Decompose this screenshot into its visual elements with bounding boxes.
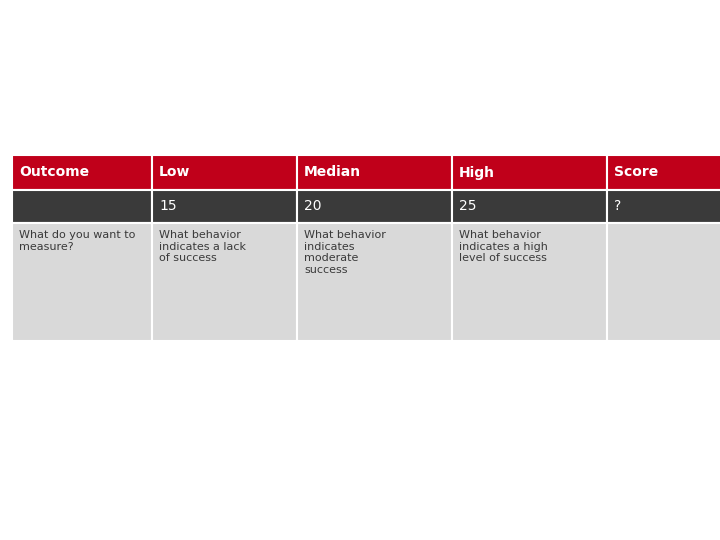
Text: Score: Score bbox=[614, 165, 658, 179]
Bar bbox=[607, 223, 720, 341]
Text: What behavior
indicates
moderate
success: What behavior indicates moderate success bbox=[304, 230, 386, 275]
Bar bbox=[12, 223, 152, 341]
Text: Low: Low bbox=[159, 165, 190, 179]
Bar bbox=[297, 155, 452, 190]
Bar bbox=[297, 223, 452, 341]
Text: What do you want to
measure?: What do you want to measure? bbox=[19, 230, 135, 252]
Bar bbox=[607, 190, 720, 223]
Bar bbox=[297, 190, 452, 223]
Text: High: High bbox=[459, 165, 495, 179]
Text: Median: Median bbox=[304, 165, 361, 179]
Text: 15: 15 bbox=[159, 199, 176, 213]
Bar bbox=[152, 155, 297, 190]
Bar bbox=[452, 223, 607, 341]
Text: 20: 20 bbox=[304, 199, 322, 213]
Bar bbox=[12, 155, 152, 190]
Bar bbox=[452, 155, 607, 190]
Text: What behavior
indicates a lack
of success: What behavior indicates a lack of succes… bbox=[159, 230, 246, 263]
Text: ?: ? bbox=[614, 199, 621, 213]
Bar bbox=[152, 190, 297, 223]
Bar bbox=[452, 190, 607, 223]
Bar bbox=[607, 155, 720, 190]
Text: Outcome: Outcome bbox=[19, 165, 89, 179]
Bar bbox=[152, 223, 297, 341]
Text: What behavior
indicates a high
level of success: What behavior indicates a high level of … bbox=[459, 230, 548, 263]
Bar bbox=[12, 190, 152, 223]
Text: 25: 25 bbox=[459, 199, 477, 213]
